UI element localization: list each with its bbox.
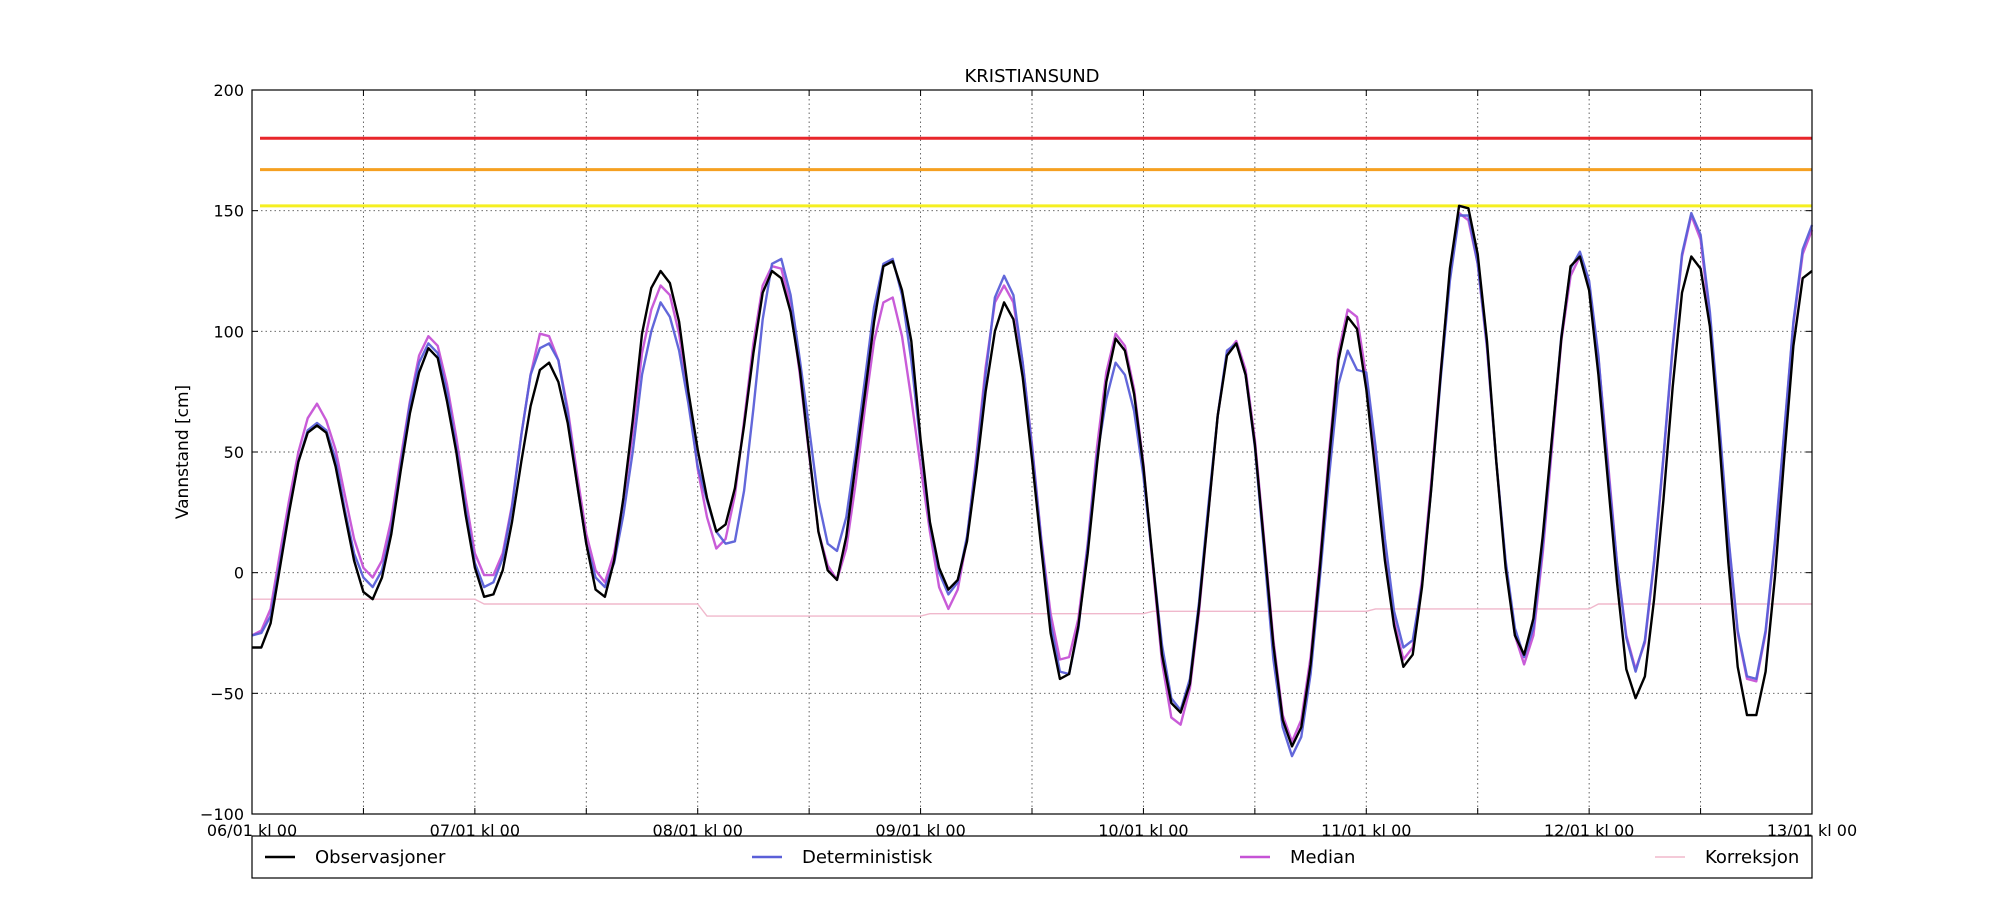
y-tick-label: 50	[224, 443, 244, 462]
series-line-observasjoner	[252, 204, 1813, 748]
series-line-korreksjon	[252, 598, 1812, 617]
y-axis-label: Vannstand [cm]	[173, 385, 193, 519]
y-tick-label: 200	[213, 81, 244, 100]
legend-label: Observasjoner	[315, 847, 446, 868]
legend-label: Median	[1290, 847, 1355, 868]
y-tick-label: −50	[210, 684, 244, 703]
legend-label: Korreksjon	[1705, 847, 1799, 868]
legend-label: Deterministisk	[802, 847, 933, 868]
x-tick-label: 10/01 kl 00	[1098, 821, 1188, 840]
y-tick-label: 0	[234, 564, 244, 583]
x-tick-label: 12/01 kl 00	[1544, 821, 1634, 840]
x-tick-label: 06/01 kl 00	[207, 821, 297, 840]
series-line-deterministisk	[251, 211, 1814, 758]
chart-title: KRISTIANSUND	[964, 66, 1099, 87]
legend-frame	[251, 835, 1813, 879]
x-tick-label: 08/01 kl 00	[653, 821, 743, 840]
x-tick-label: 09/01 kl 00	[875, 821, 965, 840]
legend: Observasjoner Deterministisk Median Korreks…	[251, 835, 1813, 879]
x-tick-label: 07/01 kl 00	[430, 821, 520, 840]
threshold-lines	[260, 136, 1812, 208]
data-series	[251, 204, 1814, 758]
x-tick-label: 13/01 kl 00	[1767, 821, 1857, 840]
x-tick-label: 11/01 kl 00	[1321, 821, 1411, 840]
y-tick-label: 150	[213, 202, 244, 221]
y-tick-label: −100	[200, 805, 244, 824]
y-tick-label: 100	[213, 322, 244, 341]
